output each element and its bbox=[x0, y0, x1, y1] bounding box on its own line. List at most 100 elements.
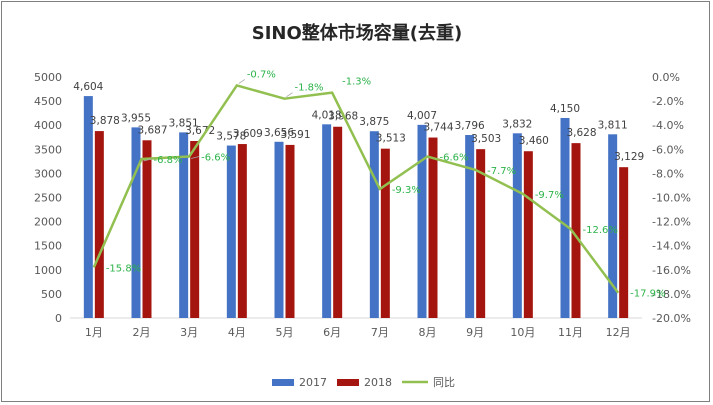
bar-2018 bbox=[142, 140, 152, 318]
y-left-tick-label: 3500 bbox=[34, 143, 62, 156]
legend-label-2017: 2017 bbox=[299, 376, 327, 389]
bar-2018 bbox=[380, 148, 390, 318]
bar-2017 bbox=[322, 124, 332, 318]
bar-2018-label: 3,591 bbox=[280, 129, 310, 141]
yoy-label: -7.7% bbox=[487, 166, 516, 177]
yoy-label: -6.6% bbox=[440, 153, 469, 164]
bar-2017 bbox=[465, 135, 475, 318]
x-tick-label: 3月 bbox=[180, 326, 198, 339]
y-right-tick-label: -12.0% bbox=[652, 216, 691, 229]
x-tick-label: 2月 bbox=[133, 326, 151, 339]
bar-2018 bbox=[333, 126, 343, 318]
bar-2017 bbox=[179, 132, 189, 318]
bar-2018-label: 3,129 bbox=[614, 151, 644, 163]
bar-2018-label: 3,878 bbox=[90, 115, 120, 127]
bar-2017-label: 3,875 bbox=[359, 116, 389, 128]
x-tick-label: 11月 bbox=[558, 326, 583, 339]
bar-2017-label: 3,955 bbox=[121, 112, 151, 124]
bar-2017-label: 4,604 bbox=[73, 81, 103, 93]
y-left-tick-label: 4500 bbox=[34, 95, 62, 108]
yoy-label: -9.3% bbox=[392, 185, 421, 196]
bar-2017 bbox=[417, 124, 427, 318]
x-tick-label: 10月 bbox=[510, 326, 535, 339]
yoy-label: -0.7% bbox=[247, 69, 276, 80]
y-right-tick-label: -10.0% bbox=[652, 192, 691, 205]
y-left-tick-label: 4000 bbox=[34, 119, 62, 132]
bar-2017 bbox=[131, 127, 141, 318]
yoy-label-leader bbox=[238, 79, 246, 84]
bar-2018-label: 3,609 bbox=[233, 128, 263, 140]
bar-2018-label: 3,503 bbox=[471, 133, 501, 145]
bar-2018 bbox=[476, 149, 486, 318]
bar-2017 bbox=[369, 131, 379, 318]
yoy-label: -1.3% bbox=[342, 77, 371, 88]
bar-2017 bbox=[608, 134, 618, 318]
y-right-tick-label: 0.0% bbox=[652, 71, 680, 84]
bar-2018-label: 3,744 bbox=[423, 122, 453, 134]
bar-2017-label: 4,150 bbox=[550, 103, 580, 115]
bar-2017-label: 3,796 bbox=[455, 120, 485, 132]
bar-2017-label: 3,811 bbox=[598, 119, 628, 131]
x-tick-label: 4月 bbox=[228, 326, 246, 339]
y-left-tick-label: 3000 bbox=[34, 167, 62, 180]
x-tick-label: 1月 bbox=[85, 326, 103, 339]
bar-2018-label: 3,460 bbox=[519, 135, 549, 147]
y-left-tick-label: 2500 bbox=[34, 192, 62, 205]
yoy-label-leader bbox=[191, 156, 200, 159]
y-right-tick-label: -16.0% bbox=[652, 264, 691, 277]
bar-2018 bbox=[523, 151, 533, 318]
yoy-label: -1.8% bbox=[295, 83, 324, 94]
y-right-tick-label: -18.0% bbox=[652, 288, 691, 301]
legend-label-2018: 2018 bbox=[364, 376, 392, 389]
bar-2017-label: 3,656 bbox=[264, 127, 294, 139]
bar-2018-label: 3,628 bbox=[566, 127, 596, 139]
y-left-tick-label: 0 bbox=[55, 312, 62, 325]
chart-title: SINO整体市场容量(去重) bbox=[252, 22, 462, 44]
yoy-label: -9.7% bbox=[535, 190, 564, 201]
y-right-tick-label: -8.0% bbox=[652, 167, 684, 180]
y-right-tick-label: -14.0% bbox=[652, 240, 691, 253]
y-left-tick-label: 1500 bbox=[34, 240, 62, 253]
yoy-label: -6.8% bbox=[154, 155, 183, 166]
x-tick-label: 12月 bbox=[606, 326, 631, 339]
bar-2017-label: 3,851 bbox=[169, 117, 199, 129]
bar-2017-label: 3,578 bbox=[216, 131, 246, 143]
y-right-tick-label: -4.0% bbox=[652, 119, 684, 132]
yoy-line bbox=[92, 84, 620, 294]
y-right-tick-label: -6.0% bbox=[652, 143, 684, 156]
yoy-label: -6.6% bbox=[201, 153, 230, 164]
x-tick-label: 6月 bbox=[323, 326, 341, 339]
bar-2017-label: 3,832 bbox=[502, 118, 532, 130]
bar-2018-label: 3,687 bbox=[137, 124, 167, 136]
y-left-tick-label: 5000 bbox=[34, 71, 62, 84]
legend-swatch-2018 bbox=[337, 379, 359, 386]
x-tick-label: 8月 bbox=[419, 326, 437, 339]
y-left-tick-label: 2000 bbox=[34, 216, 62, 229]
yoy-label-leader bbox=[143, 158, 152, 162]
bar-2017 bbox=[226, 145, 236, 318]
bar-2017-label: 4,018 bbox=[312, 109, 342, 121]
bar-2018 bbox=[285, 144, 295, 318]
legend-label-yoy: 同比 bbox=[433, 376, 455, 389]
bar-2017 bbox=[560, 117, 570, 318]
y-right-tick-label: -20.0% bbox=[652, 312, 691, 325]
yoy-label: -17.9% bbox=[630, 289, 665, 300]
bar-2018-label: 3,513 bbox=[376, 133, 406, 145]
bar-2017 bbox=[512, 133, 522, 318]
bar-2017-label: 4,007 bbox=[407, 110, 437, 122]
legend-swatch-2017 bbox=[272, 379, 294, 386]
bar-2017 bbox=[83, 96, 93, 319]
x-tick-label: 9月 bbox=[466, 326, 484, 339]
bar-2018 bbox=[190, 141, 200, 318]
x-tick-label: 7月 bbox=[371, 326, 389, 339]
y-left-tick-label: 1000 bbox=[34, 264, 62, 277]
bar-2018 bbox=[619, 167, 629, 318]
bar-2018 bbox=[428, 137, 438, 318]
bar-2018-label: 3,672 bbox=[185, 125, 215, 137]
bar-2018 bbox=[94, 131, 104, 318]
y-left-tick-label: 500 bbox=[41, 288, 62, 301]
bar-2018 bbox=[237, 144, 247, 318]
yoy-label-leader bbox=[286, 92, 293, 98]
